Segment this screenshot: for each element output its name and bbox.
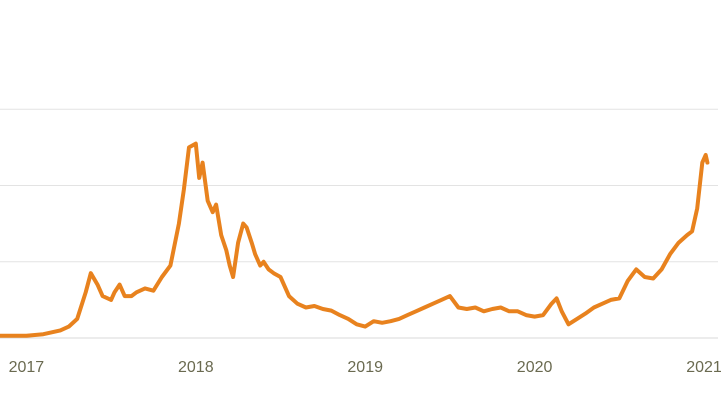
x-axis-ticks: 201620172018201920202021	[9, 359, 722, 376]
series-line-1	[0, 141, 710, 338]
x-tick-label-2020: 2020	[517, 359, 553, 376]
x-tick-label-2019: 2019	[347, 359, 383, 376]
gridlines	[0, 108, 718, 339]
x-tick-label-2021: 2021	[686, 359, 722, 376]
series-layer	[0, 141, 710, 338]
x-tick-label-2018: 2018	[178, 359, 214, 376]
x-tick-label-2017: 2017	[9, 359, 45, 376]
